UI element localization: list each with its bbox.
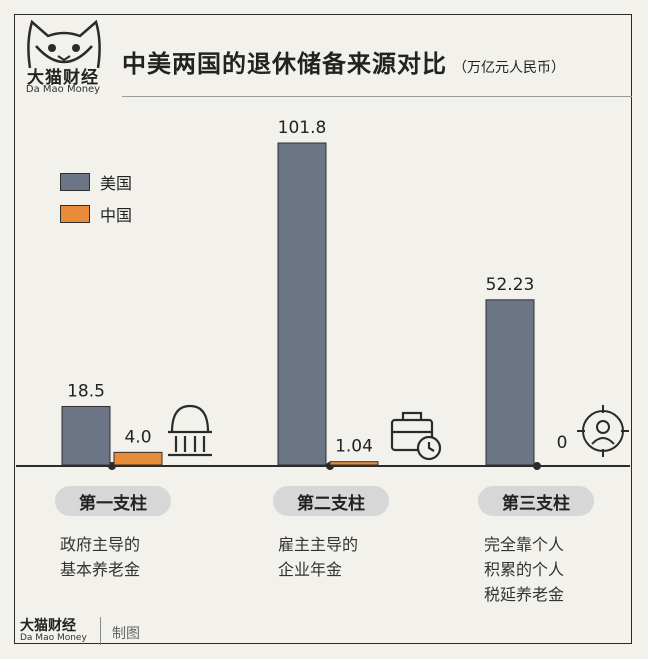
- value-label-us-3: 52.23: [486, 275, 535, 295]
- legend-item-cn: 中国: [60, 204, 133, 225]
- footer-divider: [100, 617, 101, 645]
- chart-title-text: 中美两国的退休储备来源对比: [122, 50, 447, 78]
- value-label-cn-3: 0: [557, 433, 568, 453]
- footer-credit: 制图: [112, 626, 140, 642]
- person-target-icon: [577, 405, 629, 457]
- chart-unit: （万亿元人民币）: [453, 60, 565, 76]
- category-pill-2: 第二支柱: [273, 486, 389, 516]
- footer-brand-cn: 大猫财经: [20, 618, 76, 634]
- legend-label-us: 美国: [100, 174, 133, 193]
- value-label-us-1: 18.5: [67, 381, 105, 401]
- brand-name-cn: 大猫财经: [27, 68, 99, 88]
- description-line: 企业年金: [278, 560, 343, 579]
- footer-brand-en: Da Mao Money: [20, 633, 87, 643]
- axis-tick-dot: [533, 462, 541, 470]
- bars-group: 18.5 101.8 52.23 4.0 1.04 0: [61, 118, 568, 466]
- legend-item-us: 美国: [60, 172, 133, 193]
- cat-logo-icon: [27, 19, 101, 69]
- bar-us-2: [277, 142, 327, 466]
- description-line: 雇主主导的: [278, 535, 359, 554]
- category-description-1: 政府主导的 基本养老金: [60, 532, 140, 582]
- outer-frame: [14, 14, 632, 644]
- legend-label-cn: 中国: [100, 206, 133, 225]
- bar-us-3: [485, 299, 535, 466]
- category-pill-3: 第三支柱: [478, 486, 594, 516]
- government-building-icon: [168, 404, 212, 457]
- briefcase-clock-icon: [390, 411, 442, 461]
- legend-swatch-us: [60, 173, 90, 191]
- bar-cn-2: [329, 461, 379, 466]
- category-pill-1: 第一支柱: [55, 486, 171, 516]
- category-description-3: 完全靠个人 积累的个人 税延养老金: [484, 532, 564, 607]
- value-label-cn-1: 4.0: [124, 427, 151, 447]
- legend-swatch-cn: [60, 205, 90, 223]
- bar-cn-1: [113, 451, 163, 466]
- description-line: 政府主导的: [60, 535, 141, 554]
- chart-title: 中美两国的退休储备来源对比 （万亿元人民币）: [122, 44, 565, 79]
- value-label-cn-2: 1.04: [335, 437, 373, 457]
- description-line: 积累的个人: [484, 560, 565, 579]
- value-label-us-2: 101.8: [278, 118, 327, 138]
- description-line: 基本养老金: [60, 560, 141, 579]
- description-line: 税延养老金: [484, 585, 565, 604]
- description-line: 完全靠个人: [484, 535, 565, 554]
- legend: 美国 中国: [60, 172, 132, 236]
- title-divider: [122, 96, 632, 97]
- bar-us-1: [61, 405, 111, 466]
- brand-name-en: Da Mao Money: [25, 84, 101, 95]
- category-description-2: 雇主主导的 企业年金: [278, 532, 358, 582]
